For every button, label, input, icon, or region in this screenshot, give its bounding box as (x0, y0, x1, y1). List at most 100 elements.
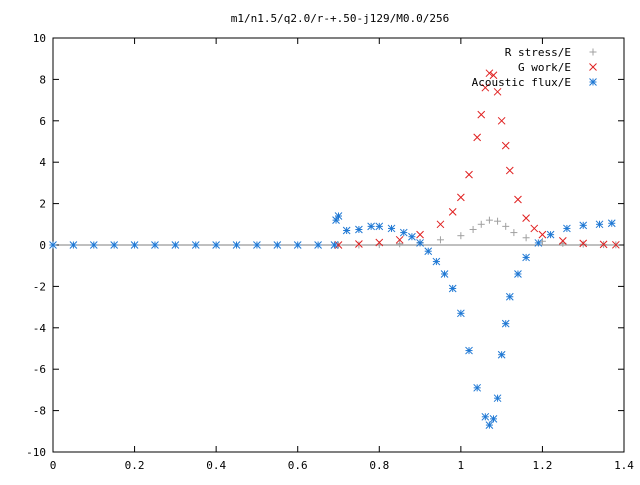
series-2-point (330, 241, 339, 249)
series-1-point (395, 235, 404, 244)
legend-label: R stress/E (505, 46, 571, 59)
series-2-point (355, 225, 363, 234)
series-1-point (558, 237, 567, 245)
series-2-point (505, 292, 514, 301)
y-tick-label: 6 (39, 115, 46, 128)
x-tick-label: 0.8 (369, 459, 389, 472)
y-tick-label: 0 (39, 239, 46, 252)
series-0-point (477, 220, 485, 228)
x-tick-label: 0.4 (206, 459, 226, 472)
series-2-point (273, 241, 282, 249)
series-2-point (212, 241, 220, 249)
series-1-point (522, 214, 530, 222)
series-1-point (493, 87, 502, 96)
series-2-point (424, 247, 433, 256)
series-2-point (546, 230, 555, 239)
series-1-point (514, 195, 522, 204)
series-2-point (171, 241, 180, 249)
series-2-point (334, 212, 343, 220)
series-1-point (485, 69, 494, 78)
y-tick-label: 10 (33, 32, 46, 45)
legend-marker (589, 63, 597, 71)
series-0-point (579, 240, 587, 248)
series-2-point (473, 383, 482, 392)
x-tick-label: 0.6 (288, 459, 308, 472)
chart-title: m1/n1.5/q2.0/r-+.50-j129/M0.0/256 (231, 12, 450, 25)
y-tick-label: 4 (39, 156, 46, 169)
series-2-point (493, 394, 502, 403)
series-0-point (510, 229, 518, 237)
y-tick-label: 8 (39, 73, 46, 86)
series-1-point (457, 193, 465, 202)
series-2-point (448, 284, 457, 293)
series-0-point (485, 216, 493, 224)
series-2-point (607, 219, 616, 228)
series-2-point (314, 241, 322, 249)
series-1-point (599, 240, 608, 249)
series-2-point (465, 346, 473, 355)
series-2-point (440, 270, 449, 278)
series-1-point (436, 220, 445, 229)
series-1-point (489, 71, 498, 80)
series-1-point (355, 240, 363, 248)
series-1-point (416, 230, 424, 239)
series-2-point (293, 241, 302, 249)
series-2-point (399, 228, 408, 237)
series-2-point (408, 232, 416, 241)
series-1-point (538, 230, 547, 239)
y-tick-label: -10 (26, 446, 46, 459)
series-1-point (448, 208, 457, 216)
series-2-point (534, 239, 543, 247)
series-1-point (375, 238, 384, 247)
series-1-point (579, 239, 588, 248)
series-2-point (457, 309, 465, 318)
legend-label: G work/E (518, 61, 571, 74)
series-2-point (522, 253, 530, 262)
series-1-point (530, 224, 539, 233)
series-1-point (481, 83, 490, 92)
series-2-point (485, 421, 494, 429)
series-2-point (514, 270, 522, 278)
series-2-point (232, 241, 241, 249)
series-2-point (130, 241, 139, 249)
series-2-point (89, 241, 98, 249)
series-2-point (253, 241, 261, 249)
y-tick-label: 2 (39, 198, 46, 211)
legend: R stress/E G work/E Acoustic flux/E (472, 46, 597, 89)
y-tick-label: -8 (33, 405, 46, 418)
series-2-point (579, 221, 588, 230)
x-tick-label: 0 (50, 459, 57, 472)
series-0-point (396, 240, 404, 248)
series-2-point (367, 222, 375, 231)
series-1-point (611, 240, 620, 249)
series-1-point (505, 166, 514, 175)
series-2-point (497, 350, 506, 359)
series-0-point (469, 225, 477, 233)
x-tick-label: 1 (458, 459, 465, 472)
series-1-point (497, 116, 506, 125)
series-1-point (473, 133, 482, 142)
x-tick-label: 0.2 (125, 459, 145, 472)
series-1-point (501, 141, 510, 150)
legend-label: Acoustic flux/E (472, 76, 571, 89)
series-2-point (416, 239, 424, 247)
series-2-point (49, 241, 57, 249)
series-2-point (191, 241, 200, 249)
series-0-point (436, 236, 444, 244)
y-tick-label: -2 (33, 280, 46, 293)
y-tick-label: -6 (33, 363, 46, 376)
series-0-point (522, 234, 530, 242)
series-2-point (595, 220, 604, 229)
legend-marker (589, 78, 597, 86)
series-2-point (563, 224, 571, 233)
series-0-point (502, 222, 510, 230)
series-2-point (69, 241, 78, 249)
series-0-point (457, 232, 465, 240)
series-2-point (151, 241, 159, 249)
series-2-point (110, 241, 119, 249)
series-1-point (477, 110, 486, 119)
series-2-point (342, 226, 351, 235)
axis-ticks: 0 0.2 0.4 0.6 0.8 1 1.2 1.4 -10 -8 -6 -4 -2 0 2 4 6 8 10 (26, 32, 634, 472)
series-2-point (432, 257, 441, 266)
